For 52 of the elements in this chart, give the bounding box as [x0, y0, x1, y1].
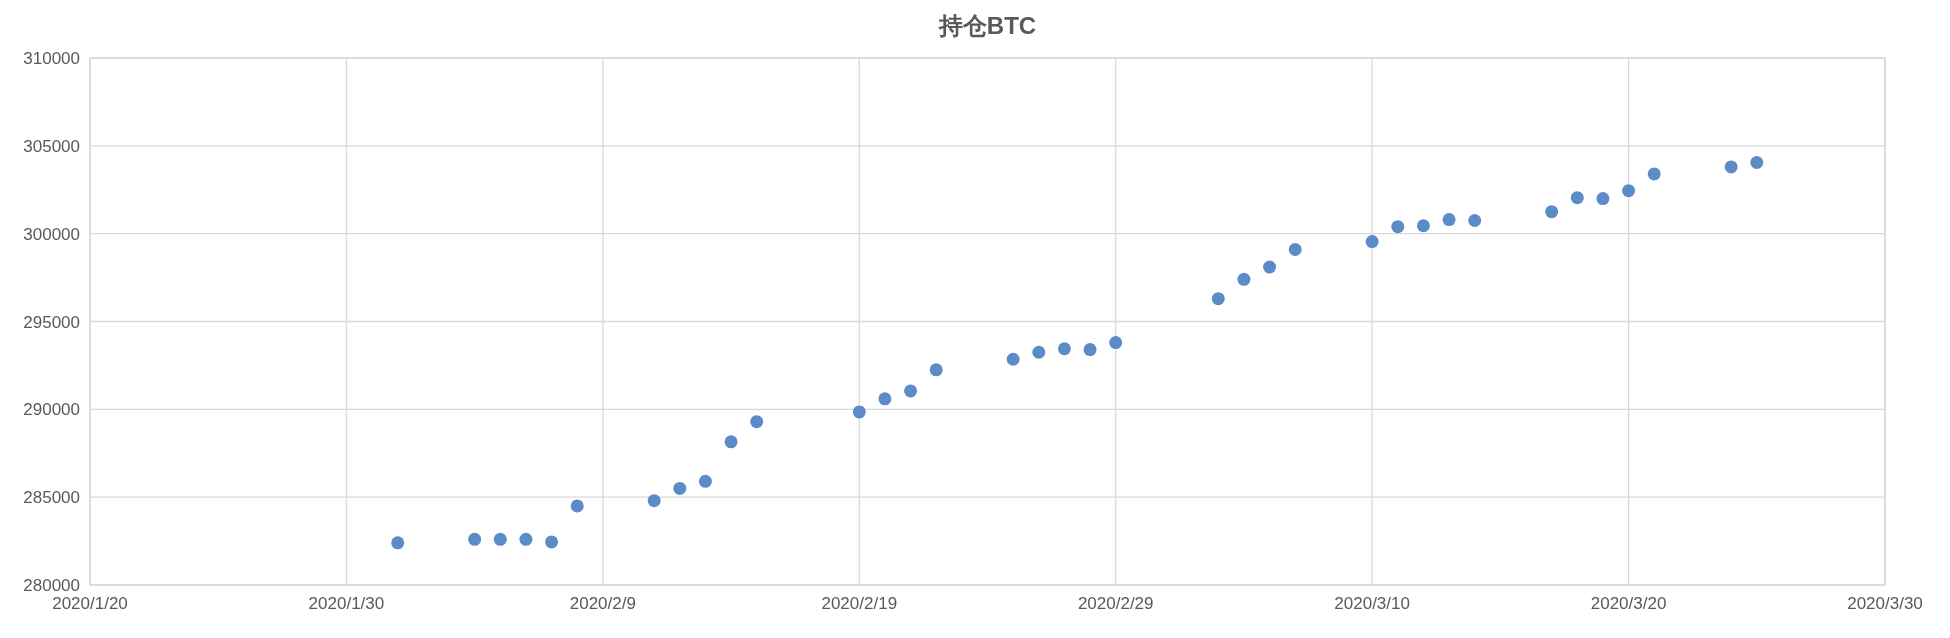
y-tick-label: 285000: [23, 488, 80, 508]
point: [570, 499, 584, 513]
point: [1391, 220, 1405, 234]
chart-title: 持仓BTC: [937, 12, 1037, 39]
point: [1057, 342, 1071, 356]
point: [1647, 167, 1661, 181]
point: [929, 363, 943, 377]
point: [1570, 191, 1584, 205]
point: [698, 474, 712, 488]
x-tick-label: 2020/3/20: [1590, 594, 1667, 613]
point: [1750, 156, 1764, 170]
y-tick-label: 305000: [23, 136, 80, 156]
point: [1442, 213, 1456, 227]
point: [1109, 336, 1123, 350]
point: [904, 384, 918, 398]
point: [673, 481, 687, 495]
x-tick-label: 2020/3/30: [1847, 594, 1923, 613]
point: [1468, 213, 1482, 227]
point: [647, 494, 661, 508]
point: [1622, 184, 1636, 198]
point: [1211, 292, 1225, 306]
point: [1083, 343, 1097, 357]
point: [1545, 205, 1559, 219]
point: [519, 532, 533, 546]
point: [878, 392, 892, 406]
x-tick-label: 2020/1/30: [308, 594, 385, 613]
point: [1288, 242, 1302, 256]
point: [724, 435, 738, 449]
point: [468, 532, 482, 546]
point: [1596, 192, 1610, 206]
point: [1724, 160, 1738, 174]
point: [493, 532, 507, 546]
point: [391, 536, 405, 550]
x-tick-label: 2020/2/29: [1077, 594, 1154, 613]
point: [1365, 235, 1379, 249]
x-tick-label: 2020/3/10: [1334, 594, 1410, 613]
point: [1416, 219, 1430, 233]
point: [1006, 352, 1020, 366]
x-tick-label: 2020/2/9: [569, 594, 636, 613]
y-tick-label: 300000: [23, 224, 80, 244]
y-tick-label: 310000: [23, 49, 80, 68]
point: [1263, 260, 1277, 274]
point: [1032, 345, 1046, 359]
y-tick-label: 280000: [23, 576, 80, 595]
point: [750, 415, 764, 429]
x-tick-label: 2020/2/19: [821, 594, 898, 613]
point: [1237, 272, 1251, 286]
x-tick-label: 2020/1/20: [52, 594, 128, 613]
point: [852, 405, 866, 419]
point: [545, 535, 559, 549]
y-tick-label: 295000: [23, 312, 80, 332]
y-tick-label: 290000: [23, 400, 80, 420]
